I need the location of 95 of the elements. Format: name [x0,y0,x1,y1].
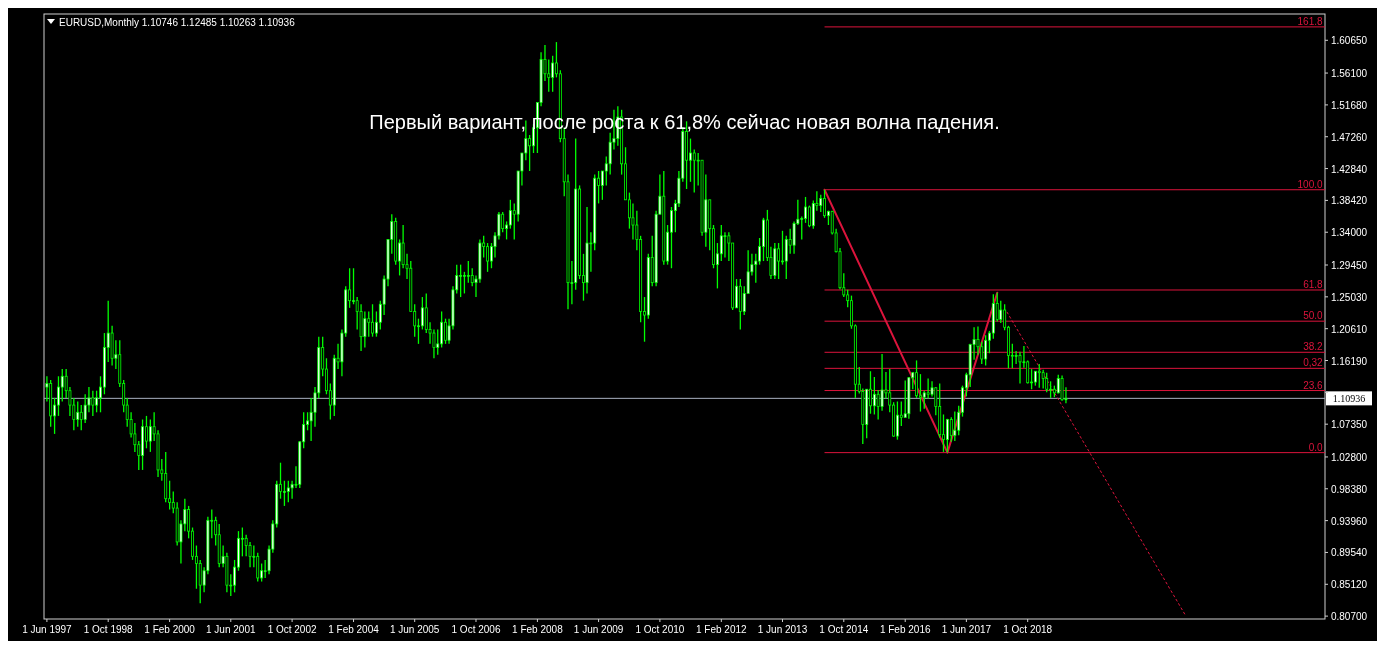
candlestick [578,184,582,280]
annotation: 161.8 [1297,15,1324,27]
annotation: 61.8 [1303,279,1324,290]
candlestick [198,559,202,604]
x-tick-label: 1 Oct 2014 [819,624,869,635]
candlestick [1060,374,1064,402]
candlestick [926,377,930,400]
candlestick [762,217,765,262]
candlestick [440,310,444,349]
candlestick [719,224,723,262]
annotation: 50.0 [1303,310,1324,322]
candlestick [784,235,788,280]
x-tick-label: 1 Feb 2016 [879,624,931,635]
candlestick [1014,350,1018,365]
y-tick-label: 0.85120 [1330,579,1368,591]
x-tick-label: 1 Jun 2017 [941,624,992,635]
y-tick-label: 1.16190 [1330,355,1368,367]
annotation: 0,32 [1303,357,1324,369]
x-tick-label: 1 Jun 2013 [757,624,808,635]
candlestick [459,263,463,298]
x-tick-label: 1 Jun 2005 [389,624,440,635]
candlestick [804,196,807,224]
y-tick-label: 1.25030 [1330,291,1368,303]
candlestick [286,480,290,503]
y-tick-label: 1.60650 [1330,35,1368,47]
candlestick [999,300,1003,324]
candlestick [486,242,490,273]
candlestick [723,231,727,259]
x-tick-label: 1 Oct 2018 [1003,624,1053,635]
y-tick-label: 1.34000 [1330,227,1368,239]
candlestick [60,368,64,403]
candlestick [420,296,424,331]
candlestick [949,416,953,443]
annotation: 23.6 [1303,379,1324,391]
annotation: 0.0 [1308,441,1324,453]
y-tick-label: 1.02800 [1330,451,1368,463]
y-tick-label: 1.47260 [1330,131,1368,143]
x-tick-label: 1 Feb 2000 [144,624,196,635]
x-tick-label: 1 Feb 2008 [512,624,564,635]
x-tick-label: 1 Jun 1997 [22,624,73,635]
candlestick [501,211,505,233]
candlestick [76,400,80,428]
annotation: 38.2 [1303,341,1324,353]
y-tick-label: 1.07350 [1330,419,1368,431]
x-tick-label: 1 Oct 2010 [635,624,685,635]
candlestick [781,230,784,266]
candlestick [371,303,374,338]
x-tick-label: 1 Jun 2001 [206,624,256,635]
x-tick-label: 1 Jun 2009 [573,624,624,635]
annotation: 100.0 [1297,178,1324,190]
candlestick [95,390,99,413]
candlestick [282,480,286,507]
y-tick-label: 1.42840 [1330,163,1368,175]
x-tick-label: 1 Feb 2004 [328,624,380,635]
candlestick [551,55,555,93]
candlestick [903,379,907,419]
candlestick [953,410,957,442]
chart-title: EURUSD,Monthly 1.10746 1.12485 1.10263 1.10936 [59,17,296,28]
candlestick [79,404,83,431]
candlestick [807,204,811,228]
candlestick [984,334,988,367]
x-tick-label: 1 Oct 2006 [451,624,501,635]
y-tick-label: 1.38420 [1330,195,1368,207]
candlestick [57,375,60,417]
x-tick-label: 1 Feb 2012 [696,624,748,635]
y-tick-label: 0.89540 [1330,547,1368,559]
candlestick [141,418,144,471]
y-tick-label: 1.29450 [1330,260,1368,271]
candlestick [363,310,367,349]
candlestick [1045,372,1049,393]
candlestick [692,148,696,194]
y-tick-label: 0.80700 [1330,611,1368,623]
y-tick-label: 0.93960 [1330,515,1368,527]
x-tick-label: 1 Oct 1998 [83,624,134,635]
ref-line-label: 1.10936 [1332,393,1366,405]
y-tick-label: 1.51680 [1330,99,1368,111]
candlestick [670,206,673,269]
candlestick [466,260,470,284]
candlestick [872,376,876,416]
candlestick [823,189,826,219]
candlestick [945,418,949,454]
y-tick-label: 1.20610 [1330,323,1368,335]
candlestick [462,271,466,295]
candlestick [256,552,260,583]
candlestick [915,359,918,399]
y-tick-label: 1.56100 [1330,68,1368,80]
candlestick [508,199,512,230]
candlestick [367,310,371,338]
candlestick [1037,363,1041,389]
candlestick [919,373,922,413]
y-tick-label: 0.98380 [1330,483,1368,495]
x-tick-label: 1 Oct 2002 [267,624,317,635]
candlestick [91,390,95,417]
candlestick [777,242,781,280]
candlestick [444,318,447,345]
